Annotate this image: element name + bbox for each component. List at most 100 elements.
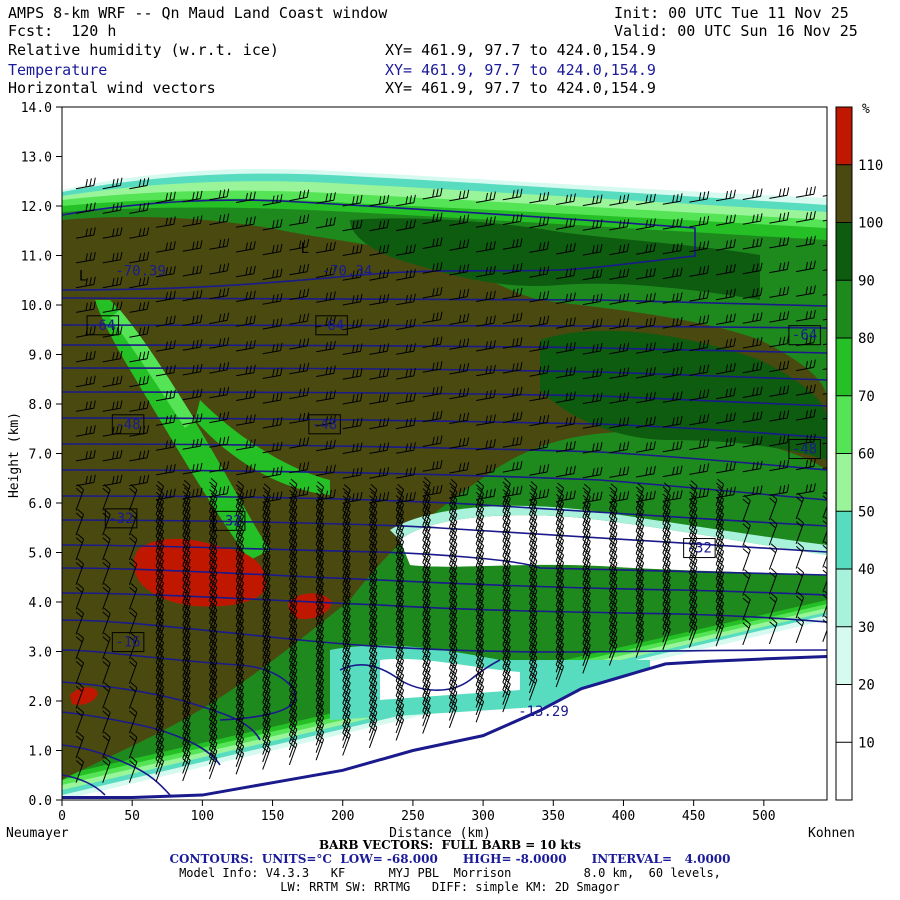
colorbar-label: 90 xyxy=(858,273,875,289)
wind-barb xyxy=(155,540,165,567)
wind-barb xyxy=(182,620,191,648)
wind-barb xyxy=(182,314,203,326)
wind-barb xyxy=(262,594,271,622)
wind-barb xyxy=(315,511,325,538)
wind-barb xyxy=(716,412,736,424)
wind-barb xyxy=(395,483,405,511)
wind-barb xyxy=(689,463,710,475)
wind-barb xyxy=(288,701,298,728)
t-contour-line xyxy=(62,619,827,653)
wind-barb xyxy=(342,550,351,578)
wind-barb xyxy=(209,436,230,448)
wind-barb xyxy=(235,614,245,641)
wind-barb xyxy=(155,290,176,303)
wind-barb xyxy=(155,755,165,782)
wind-barb xyxy=(662,391,683,403)
wind-barb xyxy=(102,682,111,709)
wind-barb xyxy=(582,587,591,615)
x-tick-label: 150 xyxy=(261,809,284,824)
wind-barb xyxy=(528,577,538,605)
wind-barb xyxy=(422,477,431,504)
wind-barb xyxy=(448,701,458,729)
wind-barb xyxy=(208,641,218,668)
wind-barb xyxy=(715,582,725,610)
wind-barb xyxy=(769,261,790,274)
wind-barb xyxy=(182,215,203,227)
wind-barb xyxy=(315,696,325,724)
wind-barb xyxy=(155,629,165,656)
wind-barb xyxy=(555,527,565,554)
wind-barb xyxy=(502,626,511,653)
wind-barb xyxy=(128,533,138,561)
wind-barb xyxy=(716,461,736,474)
wind-barb xyxy=(716,288,736,301)
wind-barb xyxy=(528,592,538,619)
rh-dry-cyan xyxy=(390,505,827,555)
wind-barb xyxy=(342,588,351,615)
wind-barb xyxy=(555,594,565,621)
wind-barb xyxy=(555,616,565,643)
wind-barb xyxy=(262,550,271,577)
wind-barb xyxy=(422,514,431,541)
wind-barb xyxy=(529,389,550,402)
wind-barb xyxy=(662,341,683,354)
wind-barb xyxy=(155,703,165,731)
wind-barb xyxy=(182,635,191,663)
wind-barb xyxy=(396,244,416,256)
wind-barb xyxy=(556,242,576,255)
wind-barb xyxy=(395,602,405,630)
x-axis-label: Distance (km) xyxy=(389,826,491,841)
wind-barb xyxy=(475,658,485,686)
wind-barb xyxy=(582,194,603,207)
wind-barb xyxy=(715,501,725,528)
wind-barb xyxy=(208,559,218,587)
temperature-label-box xyxy=(86,315,120,336)
forecast-hour: Fcst: 120 h xyxy=(8,22,117,40)
t-contour-line xyxy=(62,391,827,407)
wind-barb xyxy=(342,506,351,533)
temperature-label: -64 xyxy=(319,318,344,334)
wind-barb xyxy=(342,513,351,541)
wind-barb xyxy=(608,535,618,562)
wind-barb xyxy=(635,534,645,562)
wind-barb xyxy=(262,542,271,570)
temperature-label: -48 xyxy=(312,417,337,433)
wind-barb xyxy=(208,670,218,698)
wind-barb xyxy=(449,288,470,301)
wind-barb xyxy=(502,633,511,661)
wind-barb xyxy=(262,735,271,763)
wind-barb xyxy=(236,216,256,228)
wind-barb xyxy=(315,644,325,672)
wind-barb xyxy=(742,213,763,225)
wind-barb xyxy=(396,392,416,405)
wind-barb xyxy=(288,538,298,565)
wind-barb xyxy=(688,561,698,589)
wind-barb xyxy=(288,552,298,580)
wind-barb xyxy=(528,503,538,530)
wind-barb xyxy=(102,400,123,412)
wind-barb xyxy=(608,609,618,636)
wind-barb xyxy=(369,442,390,454)
wind-barb xyxy=(129,301,150,313)
wind-barb xyxy=(102,706,111,734)
wind-barb xyxy=(502,461,523,473)
wind-barb xyxy=(155,532,165,560)
wind-barb xyxy=(288,575,298,602)
wind-barb xyxy=(315,540,325,568)
wind-barb xyxy=(342,714,351,741)
wind-barb xyxy=(449,313,470,325)
wind-barb xyxy=(449,362,470,375)
wind-barb xyxy=(315,726,325,753)
wind-barb xyxy=(289,461,310,474)
wind-barb xyxy=(476,216,496,228)
wind-barb xyxy=(556,218,576,230)
y-tick-label: 5.0 xyxy=(29,547,52,562)
wind-barb xyxy=(635,631,645,658)
temperature-label-box xyxy=(683,538,716,559)
wind-barb xyxy=(262,520,271,547)
x-tick-label: 450 xyxy=(682,809,705,824)
wind-barb xyxy=(582,293,603,306)
wind-barb xyxy=(236,488,256,500)
wind-barb xyxy=(262,602,271,629)
wind-barb xyxy=(129,350,150,363)
